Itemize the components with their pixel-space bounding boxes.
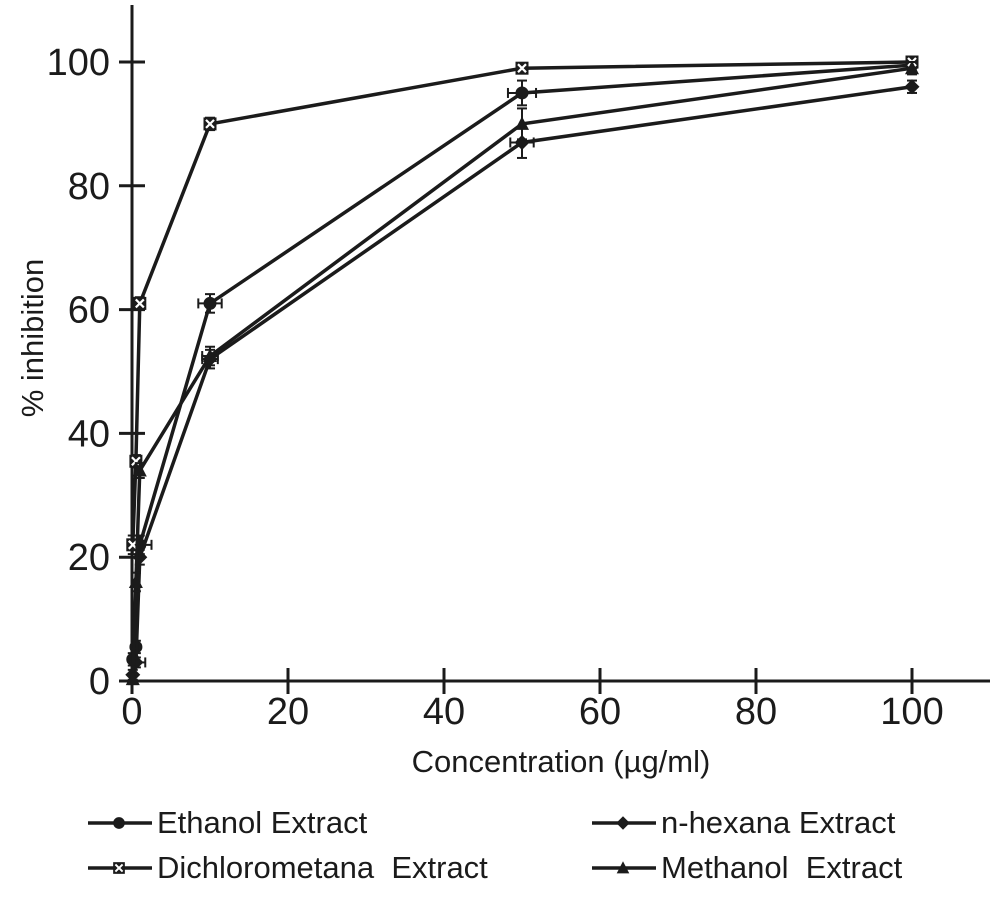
x-square-cross [517,63,527,73]
ticks [119,60,914,694]
y-tick-label: 60 [68,290,110,332]
axes [130,5,990,683]
x-tick-label: 60 [579,691,621,733]
legend-label-dichlorometana-extract: Dichlorometana Extract [157,850,488,885]
triangle-marker-icon [125,671,140,686]
y-tick-label: 80 [68,166,110,208]
circle-marker-icon [515,86,529,100]
x-square-cross [114,863,124,873]
x-tick-label: 20 [267,691,309,733]
legend-item-ethanol-extract: Ethanol Extract [88,805,367,841]
x-tick-label: 0 [121,691,142,733]
triangle-marker-icon [132,463,147,477]
legend-item-methanol-extract: Methanol Extract [592,850,902,886]
diamond-marker-icon [904,79,920,95]
ethanol-extract-circle-marker-icon [88,812,152,834]
diamond-marker-icon [616,816,630,830]
series-methanol-extract [125,60,919,686]
triangle-marker-icon [203,348,217,363]
triangle-marker-icon [616,861,630,874]
x-square-cross [135,298,145,309]
x-square-cross [205,119,215,129]
circle-marker-icon [203,296,217,310]
series-n-hexana-extract [125,79,920,683]
diamond-marker-icon [132,549,148,565]
y-tick-label: 100 [47,42,110,84]
triangle-marker-icon [515,116,529,130]
x-tick-label: 40 [423,691,465,733]
legend-item-n-hexana-extract: n-hexana Extract [592,805,895,841]
tick-labels: 0 20 40 60 80 100 0 20 40 60 80 100 [47,42,944,733]
dichlorometana-extract-x-square-marker-icon [88,857,152,879]
legend-swatch-dichlorometana-extract [88,862,152,874]
legend-label-n-hexana-extract: n-hexana Extract [661,805,896,840]
x-square-cross [131,456,141,467]
y-tick-label: 20 [68,537,110,579]
error-bars-n-hexana-extract [127,79,917,681]
y-tick-label: 40 [68,413,110,455]
legend-item-dichlorometana-extract: Dichlorometana Extract [88,850,488,886]
n-hexana-extract-diamond-marker-icon [592,812,656,834]
legend-swatch-n-hexana-extract [592,816,656,830]
triangle-marker-icon [128,574,143,588]
triangle-marker-icon [905,60,919,75]
y-axis-title: % inhibition [15,258,50,418]
series-line-methanol-extract [131,66,913,680]
x-tick-label: 80 [735,691,777,733]
series-line-n-hexana-extract [131,85,913,676]
y-tick-label: 0 [89,661,110,703]
legend-swatch-methanol-extract [592,861,656,874]
x-tick-label: 100 [880,691,943,733]
legend-label-methanol-extract: Methanol Extract [661,850,903,885]
legend-label-ethanol-extract: Ethanol Extract [157,805,368,840]
x-square-cross [128,540,138,550]
methanol-extract-triangle-marker-icon [592,857,656,879]
x-axis-title: Concentration (µg/ml) [411,744,711,779]
legend-swatch-ethanol-extract [88,817,152,829]
circle-marker-icon [113,817,125,829]
